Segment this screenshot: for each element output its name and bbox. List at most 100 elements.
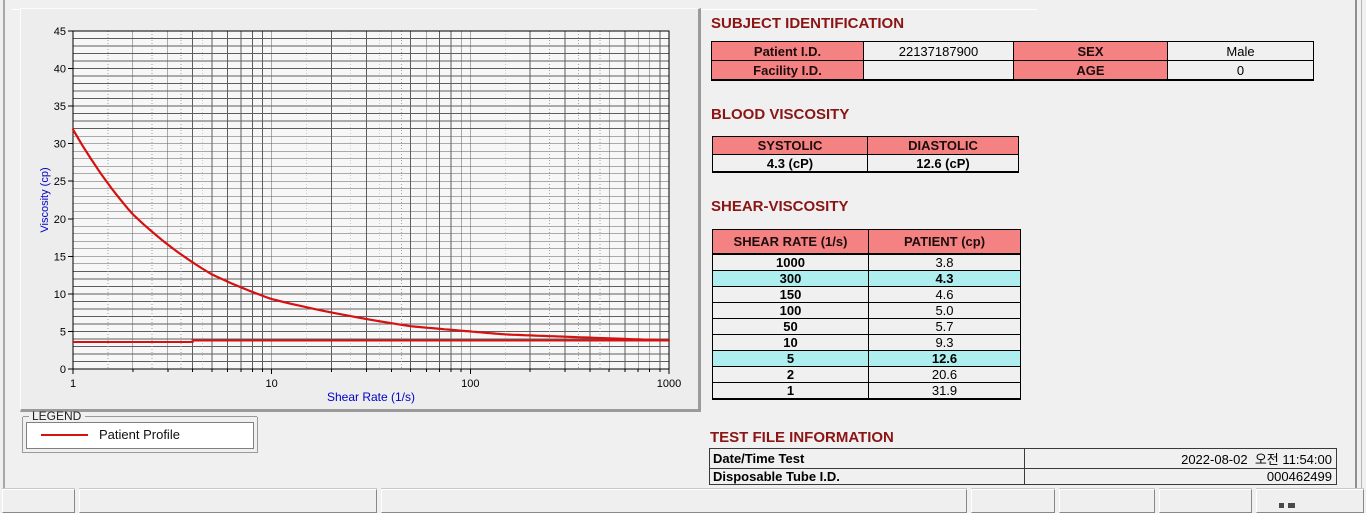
patient-viscosity-cell: 5.0 xyxy=(868,302,1021,319)
section-heading-blood-viscosity: BLOOD VISCOSITY xyxy=(711,106,850,123)
systolic-header: SYSTOLIC xyxy=(712,136,868,155)
table-row: Date/Time Test 2022-08-02 오전 11:54:00 xyxy=(709,448,1337,469)
shear-table-row: 1000 3.8 xyxy=(712,253,1021,271)
section-heading-subject-identification: SUBJECT IDENTIFICATION xyxy=(711,15,905,32)
patient-id-label: Patient I.D. xyxy=(711,41,864,61)
shear-rate-cell: 5 xyxy=(712,350,869,367)
legend-entry-label: Patient Profile xyxy=(99,427,180,442)
shear-rate-cell: 50 xyxy=(712,318,869,335)
window-right-border xyxy=(1355,0,1357,490)
y-tick-label: 40 xyxy=(54,64,66,76)
patient-viscosity-cell: 4.6 xyxy=(868,286,1021,303)
table-row: SYSTOLIC DIASTOLIC xyxy=(712,136,1019,155)
legend-line-sample xyxy=(41,434,88,436)
section-heading-shear-viscosity: SHEAR-VISCOSITY xyxy=(711,198,849,215)
disposable-tube-id-label: Disposable Tube I.D. xyxy=(709,468,1025,485)
statusbar-panel xyxy=(2,489,75,513)
diastolic-value: 12.6 (cP) xyxy=(867,154,1019,173)
y-tick-label: 20 xyxy=(54,214,66,226)
disposable-tube-id-value: 000462499 xyxy=(1024,468,1337,485)
statusbar-panel xyxy=(79,489,377,513)
shear-viscosity-table: SHEAR RATE (1/s) PATIENT (cp) 1000 3.8 300… xyxy=(712,229,1021,400)
test-file-information-table: Date/Time Test 2022-08-02 오전 11:54:00 Di… xyxy=(709,448,1337,485)
statusbar-panel xyxy=(1159,489,1252,513)
table-row: Patient I.D. 22137187900 SEX Male xyxy=(711,41,1314,61)
sex-label: SEX xyxy=(1013,41,1168,61)
age-label: AGE xyxy=(1013,60,1168,81)
patient-viscosity-cell: 12.6 xyxy=(868,350,1021,367)
shear-rate-cell: 2 xyxy=(712,366,869,383)
patient-viscosity-cell: 9.3 xyxy=(868,334,1021,351)
y-tick-label: 5 xyxy=(60,326,66,338)
y-tick-label: 30 xyxy=(54,139,66,151)
blood-viscosity-table: SYSTOLIC DIASTOLIC 4.3 (cP) 12.6 (cP) xyxy=(712,136,1019,173)
shear-rate-cell: 1000 xyxy=(712,253,869,271)
patient-viscosity-cell: 31.9 xyxy=(868,382,1021,400)
table-row: 4.3 (cP) 12.6 (cP) xyxy=(712,154,1019,173)
plot-area xyxy=(73,31,669,369)
statusbar-panel xyxy=(381,489,967,513)
cutoff-button-glyph xyxy=(1279,503,1284,508)
systolic-value: 4.3 (cP) xyxy=(712,154,868,173)
y-tick-label: 25 xyxy=(54,176,66,188)
table-row: Facility I.D. AGE 0 xyxy=(711,60,1314,81)
shear-rate-cell: 150 xyxy=(712,286,869,303)
y-tick-label: 35 xyxy=(54,101,66,113)
y-tick-label: 15 xyxy=(54,251,66,263)
cutoff-button-glyph xyxy=(1288,503,1295,508)
shear-rate-cell: 1 xyxy=(712,382,869,400)
x-axis: 1 10 100 1000 xyxy=(70,369,681,390)
statusbar-panel xyxy=(1059,489,1155,513)
y-tick-label: 0 xyxy=(60,364,66,376)
patient-viscosity-cell: 3.8 xyxy=(868,253,1021,271)
patient-viscosity-cell: 20.6 xyxy=(868,366,1021,383)
legend-title: LEGEND xyxy=(32,409,82,423)
shear-table-body: 1000 3.8 300 4.3 150 4.6 100 5.0 50 5.7 10 9.3 5 12.6… xyxy=(712,253,1021,400)
shear-table-row: 2 20.6 xyxy=(712,366,1021,383)
legend-border-segment xyxy=(23,416,29,417)
x-tick-label: 100 xyxy=(461,378,479,390)
shear-table-row: 50 5.7 xyxy=(712,318,1021,335)
flat-reference-line xyxy=(73,339,669,343)
legend-inner-panel: Patient Profile xyxy=(26,422,254,449)
patient-id-value: 22137187900 xyxy=(863,41,1014,61)
y-axis: 0 5 10 15 20 25 30 35 40 45 xyxy=(54,26,73,376)
table-row: Disposable Tube I.D. 000462499 xyxy=(709,468,1337,485)
shear-table-row: 1 31.9 xyxy=(712,382,1021,400)
shear-table-row: 300 4.3 xyxy=(712,270,1021,287)
chart-grid xyxy=(73,31,669,369)
facility-id-value xyxy=(863,60,1014,81)
age-value: 0 xyxy=(1167,60,1314,81)
viscosity-chart-panel: 0 5 10 15 20 25 30 35 40 45 1 10 100 1000 Viscosity (c… xyxy=(20,8,701,412)
sex-value: Male xyxy=(1167,41,1314,61)
y-tick-label: 45 xyxy=(54,26,66,38)
facility-id-label: Facility I.D. xyxy=(711,60,864,81)
diastolic-header: DIASTOLIC xyxy=(867,136,1019,155)
x-tick-label: 1000 xyxy=(657,378,681,390)
shear-rate-cell: 300 xyxy=(712,270,869,287)
shear-rate-cell: 10 xyxy=(712,334,869,351)
shear-table-row: 100 5.0 xyxy=(712,302,1021,319)
shear-table-row: 150 4.6 xyxy=(712,286,1021,303)
date-time-test-value: 2022-08-02 오전 11:54:00 xyxy=(1024,448,1337,469)
patient-profile-curve xyxy=(71,128,671,342)
shear-rate-header: SHEAR RATE (1/s) xyxy=(712,229,869,255)
shear-table-row: 5 12.6 xyxy=(712,350,1021,367)
date-time-test-label: Date/Time Test xyxy=(709,448,1025,469)
statusbar-panel xyxy=(1256,489,1364,513)
window-right-border-light xyxy=(1361,0,1362,490)
legend-box: LEGEND Patient Profile xyxy=(22,409,258,453)
x-tick-label: 1 xyxy=(70,378,76,390)
x-tick-label: 10 xyxy=(266,378,278,390)
left-splitter[interactable] xyxy=(3,0,5,508)
patient-cp-header: PATIENT (cp) xyxy=(868,229,1021,255)
y-axis-title: Viscosity (cp) xyxy=(39,167,51,232)
plot-frame xyxy=(72,30,670,370)
section-heading-test-file-information: TEST FILE INFORMATION xyxy=(710,429,894,446)
shear-rate-cell: 100 xyxy=(712,302,869,319)
subject-identification-table: Patient I.D. 22137187900 SEX Male Facili… xyxy=(711,41,1314,81)
shear-table-row: 10 9.3 xyxy=(712,334,1021,351)
statusbar-panel xyxy=(971,489,1055,513)
patient-viscosity-cell: 5.7 xyxy=(868,318,1021,335)
patient-viscosity-cell: 4.3 xyxy=(868,270,1021,287)
